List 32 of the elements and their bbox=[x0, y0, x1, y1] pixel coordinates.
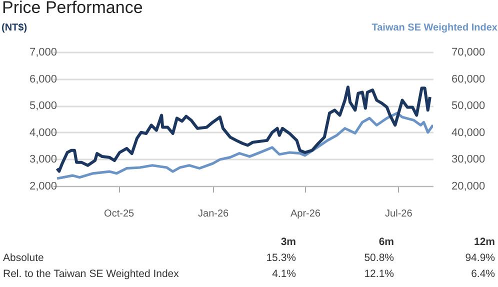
text: 4.1% bbox=[272, 268, 296, 280]
y2-tick-label: 20,000 bbox=[452, 180, 486, 192]
text: Rel. to the Taiwan SE Weighted Index bbox=[3, 268, 179, 280]
text: 6m bbox=[378, 236, 394, 248]
y2-tick-label: 70,000 bbox=[452, 46, 486, 58]
y2-tick-label: 40,000 bbox=[452, 126, 486, 139]
x-tick-label: Jan-26 bbox=[198, 208, 230, 220]
line-series bbox=[56, 112, 433, 180]
x-tick-label: Apr-26 bbox=[290, 208, 321, 220]
text: 6.4% bbox=[471, 268, 495, 280]
text: 3m bbox=[280, 236, 296, 248]
y-tick-label: 2,000 bbox=[30, 180, 58, 192]
text: 12m bbox=[474, 236, 495, 248]
x-tick-label: Jul-26 bbox=[385, 208, 413, 220]
text: 50.8% bbox=[364, 252, 394, 264]
y-tick-label: 3,000 bbox=[30, 154, 58, 166]
y-tick-label: 7,000 bbox=[30, 46, 58, 58]
y-axis-title: (NT$) bbox=[2, 22, 28, 34]
line-series bbox=[56, 86, 432, 173]
x-tick-label: Oct-25 bbox=[104, 208, 134, 220]
chart-title: Price Performance bbox=[2, 0, 143, 18]
y2-tick-label: 60,000 bbox=[452, 73, 486, 86]
y-tick-label: 5,000 bbox=[30, 100, 58, 112]
y-tick-label: 6,000 bbox=[30, 73, 58, 86]
y2-tick-label: 30,000 bbox=[452, 154, 486, 166]
text: 15.3% bbox=[266, 252, 296, 264]
text: 94.9% bbox=[465, 252, 495, 264]
y-tick-label: 4,000 bbox=[30, 126, 58, 139]
y2-tick-label: 50,000 bbox=[452, 100, 486, 112]
y2-axis-title: Taiwan SE Weighted Index bbox=[372, 22, 498, 34]
text: Absolute bbox=[3, 252, 44, 264]
text: 12.1% bbox=[364, 268, 394, 280]
